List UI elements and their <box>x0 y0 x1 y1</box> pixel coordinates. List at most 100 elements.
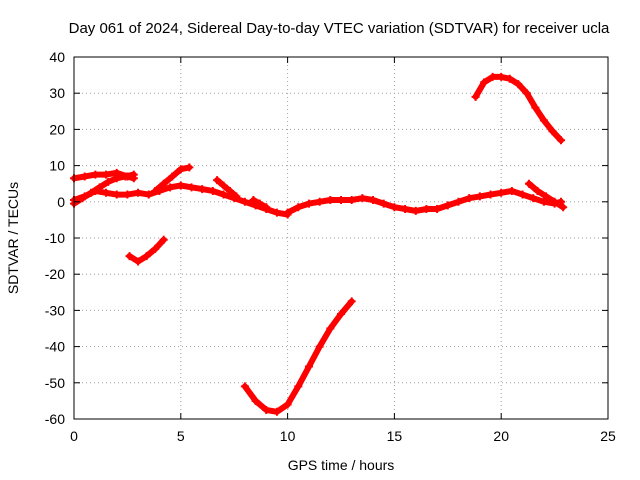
data-point <box>129 170 138 179</box>
series-arc-spike <box>151 163 194 195</box>
data-point <box>159 235 168 244</box>
data-point <box>91 170 100 179</box>
data-point <box>522 89 531 98</box>
data-point <box>102 170 111 179</box>
data-point <box>443 201 452 210</box>
data-point <box>159 179 168 188</box>
data-point <box>529 194 538 203</box>
data-point <box>497 188 506 197</box>
data-point <box>78 194 87 203</box>
data-point <box>315 342 324 351</box>
data-point <box>505 74 514 83</box>
data-point <box>240 197 249 206</box>
series-arc-negative-small <box>125 235 168 266</box>
x-tick-label: 10 <box>280 428 296 444</box>
data-point <box>225 186 234 195</box>
data-point <box>486 190 495 199</box>
series-arc-descent-2 <box>249 195 271 212</box>
data-point <box>176 165 185 174</box>
data-point <box>102 188 111 197</box>
data-point <box>337 310 345 319</box>
data-point <box>134 257 143 266</box>
data-point <box>166 183 175 192</box>
data-point <box>123 190 132 199</box>
y-tick-label: 40 <box>49 49 65 65</box>
data-point <box>294 382 303 391</box>
y-tick-label: 10 <box>49 158 65 174</box>
x-tick-label: 15 <box>387 428 403 444</box>
y-tick-label: -60 <box>45 411 65 427</box>
data-point <box>358 194 367 203</box>
data-point <box>272 407 281 416</box>
data-point <box>304 362 313 371</box>
data-point <box>262 203 271 212</box>
data-point <box>187 183 196 192</box>
data-point <box>219 181 228 190</box>
data-point <box>262 405 271 414</box>
data-point <box>411 206 420 215</box>
data-point <box>112 174 121 183</box>
data-point <box>87 188 96 197</box>
data-point <box>465 194 474 203</box>
series-arc-large-positive <box>471 72 566 145</box>
data-point <box>121 172 130 181</box>
data-point <box>390 203 399 212</box>
data-point <box>422 205 431 214</box>
data-point <box>559 203 568 212</box>
series-arc-large-negative <box>240 297 356 416</box>
data-point <box>454 197 463 206</box>
data-point <box>471 92 480 101</box>
data-point <box>488 72 497 81</box>
data-point <box>219 190 228 199</box>
data-point <box>251 396 260 405</box>
data-point <box>347 297 356 306</box>
data-point <box>95 183 104 192</box>
data-point <box>433 205 442 214</box>
data-point <box>185 163 194 172</box>
data-point <box>208 186 217 195</box>
data-point <box>255 199 264 208</box>
y-tick-label: -20 <box>45 266 65 282</box>
series-arc-cluster-22 <box>524 179 568 212</box>
data-point <box>548 127 557 136</box>
data-point <box>550 197 559 206</box>
data-point <box>533 186 542 195</box>
series-arc-descent-1 <box>213 176 241 201</box>
data-point <box>272 208 281 217</box>
data-point <box>198 185 207 194</box>
data-point <box>369 195 378 204</box>
y-tick-label: -40 <box>45 339 65 355</box>
y-tick-label: 30 <box>49 85 65 101</box>
data-point <box>507 186 516 195</box>
data-point <box>304 199 313 208</box>
data-point <box>249 195 258 204</box>
y-tick-label: 0 <box>57 194 65 210</box>
data-point <box>232 192 241 201</box>
y-tick-label: -50 <box>45 375 65 391</box>
x-tick-label: 20 <box>493 428 509 444</box>
data-point <box>104 177 113 186</box>
data-point <box>326 195 335 204</box>
data-point <box>294 203 303 212</box>
ticks: 0 5 10 15 20 25 -60 -50 -40 -30 -20 -10 0 10 20 30 40 <box>45 49 616 444</box>
y-tick-label: 20 <box>49 121 65 137</box>
data-point <box>326 324 335 333</box>
data-point <box>475 192 484 201</box>
data-point <box>557 136 566 145</box>
data-point <box>176 181 185 190</box>
data-point <box>151 186 160 195</box>
x-axis-label: GPS time / hours <box>288 457 395 473</box>
data-point <box>379 199 388 208</box>
data-point <box>539 116 548 125</box>
data-point <box>347 195 356 204</box>
data-point <box>531 103 540 112</box>
x-tick-label: 0 <box>70 428 78 444</box>
y-axis-label: SDTVAR / TECUs <box>5 182 21 294</box>
data-point <box>168 172 177 181</box>
x-tick-label: 25 <box>600 428 616 444</box>
y-tick-label: -10 <box>45 230 65 246</box>
data-point <box>213 176 222 185</box>
data-point <box>112 190 121 199</box>
data-point <box>80 172 89 181</box>
